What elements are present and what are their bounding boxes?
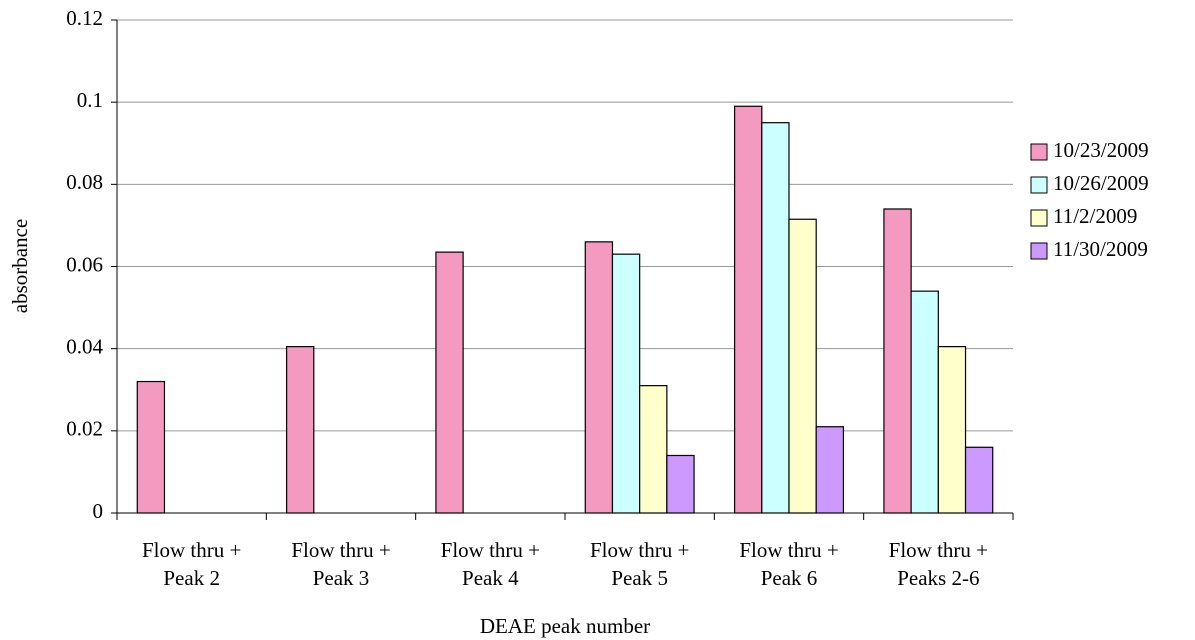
- legend-swatch: [1030, 176, 1048, 194]
- x-tick-label: Flow thru +: [441, 538, 540, 562]
- bar: [584, 241, 614, 514]
- bar: [639, 385, 668, 514]
- bar: [964, 446, 994, 514]
- bar: [788, 218, 817, 514]
- y-tick-label: 0.06: [66, 252, 103, 276]
- x-tick-label: Flow thru +: [739, 538, 838, 562]
- x-tick-label: Flow thru +: [291, 538, 390, 562]
- x-tick-label: Peak 2: [163, 566, 220, 590]
- x-tick-label: Peaks 2-6: [897, 566, 979, 590]
- y-tick-label: 0.08: [66, 170, 103, 194]
- bar: [286, 346, 315, 514]
- x-tick-label: Peak 3: [313, 566, 370, 590]
- legend-swatch: [1030, 143, 1048, 161]
- bar: [435, 251, 464, 514]
- legend-label: 11/30/2009: [1053, 237, 1148, 261]
- x-tick-label: Flow thru +: [889, 538, 988, 562]
- x-axis-title: DEAE peak number: [480, 614, 650, 638]
- y-axis-title: absorbance: [8, 219, 32, 313]
- x-tick-label: Peak 6: [761, 566, 818, 590]
- x-tick-label: Flow thru +: [142, 538, 241, 562]
- y-tick-label: 0.02: [66, 417, 103, 441]
- y-tick-label: 0: [93, 499, 104, 523]
- legend-label: 10/23/2009: [1053, 138, 1149, 162]
- bar: [815, 426, 845, 514]
- legend-swatch: [1030, 242, 1048, 260]
- y-tick-label: 0.1: [77, 88, 103, 112]
- x-tick-label: Peak 5: [611, 566, 668, 590]
- y-tick-label: 0.12: [66, 6, 103, 30]
- bar: [136, 380, 166, 514]
- legend-swatch: [1030, 209, 1048, 227]
- bar: [910, 290, 939, 514]
- bar: [883, 208, 912, 514]
- bar: [666, 454, 695, 514]
- bar: [937, 346, 967, 514]
- bar: [761, 122, 790, 514]
- x-tick-label: Flow thru +: [590, 538, 689, 562]
- bar: [611, 253, 641, 514]
- legend-label: 10/26/2009: [1053, 171, 1149, 195]
- bar: [733, 105, 763, 514]
- y-tick-label: 0.04: [66, 334, 103, 358]
- x-tick-label: Peak 4: [462, 566, 519, 590]
- legend-label: 11/2/2009: [1053, 204, 1137, 228]
